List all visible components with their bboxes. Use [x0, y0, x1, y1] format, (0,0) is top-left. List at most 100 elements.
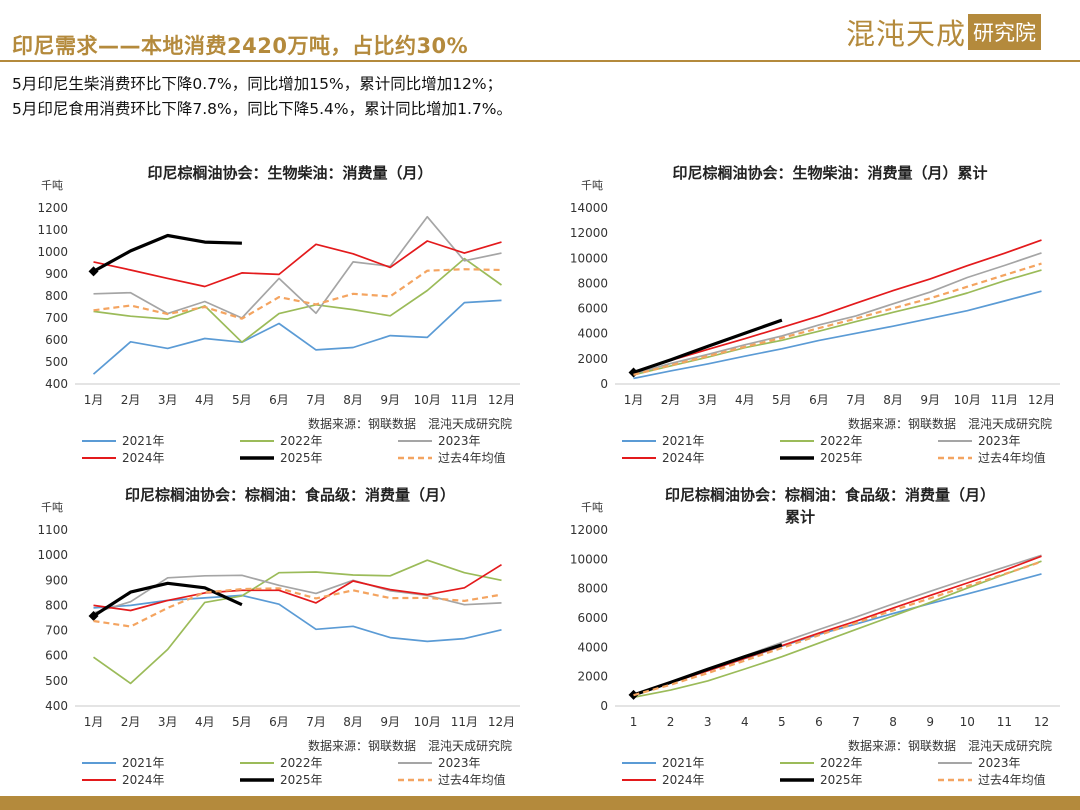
y-tick-label: 1000 — [37, 548, 68, 562]
y-tick-label: 800 — [45, 289, 68, 303]
legend-label: 过去4年均值 — [438, 450, 506, 465]
x-tick-label: 6月 — [269, 393, 289, 407]
x-tick-label: 3月 — [698, 393, 718, 407]
x-tick-label: 6 — [815, 715, 823, 729]
series-line-3 — [93, 240, 502, 288]
x-tick-label: 9月 — [920, 393, 940, 407]
series-start-marker — [88, 266, 99, 277]
legend-label: 2021年 — [122, 756, 165, 770]
x-tick-label: 7月 — [306, 715, 326, 729]
chart-title: 印尼棕榈油协会：生物柴油：消费量（月）累计 — [672, 164, 987, 182]
x-tick-label: 1月 — [624, 393, 644, 407]
x-tick-label: 3月 — [158, 715, 178, 729]
y-tick-label: 600 — [45, 649, 68, 663]
x-tick-label: 5月 — [232, 393, 252, 407]
x-tick-label: 3 — [704, 715, 712, 729]
y-tick-label: 1100 — [37, 523, 68, 537]
legend-label: 2021年 — [662, 434, 705, 448]
y-tick-label: 0 — [600, 377, 608, 391]
x-tick-label: 3月 — [158, 393, 178, 407]
x-tick-label: 1 — [630, 715, 638, 729]
summary-line-biodiesel: 5月印尼生柴消费环比下降0.7%，同比增加15%，累计同比增加12%； — [12, 75, 503, 93]
x-tick-label: 11月 — [991, 393, 1018, 407]
y-tick-label: 12000 — [570, 523, 608, 537]
chart-food-cumulative-svg: 印尼棕榈油协会：棕榈油：食品级：消费量（月） 累计 千吨 0 2000 4000 6000 8… — [570, 486, 1060, 787]
chart-title: 印尼棕榈油协会：生物柴油：消费量（月） — [147, 164, 432, 182]
chart-biodiesel-monthly-svg: 印尼棕榈油协会：生物柴油：消费量（月） 千吨 400 500 600 700 800 900 1… — [37, 164, 520, 465]
legend-label: 2022年 — [280, 756, 323, 770]
x-tick-label: 7月 — [846, 393, 866, 407]
y-tick-label: 8000 — [577, 276, 608, 290]
series-line-2 — [633, 252, 1042, 375]
x-tick-label: 12月 — [488, 715, 515, 729]
chart-biodiesel-monthly: 印尼棕榈油协会：生物柴油：消费量（月） 千吨 400 500 600 700 800 900 1… — [0, 152, 540, 474]
chart-food-monthly: 印尼棕榈油协会：棕榈油：食品级：消费量（月） 千吨 400 500 600 700 800 9… — [0, 474, 540, 796]
brand-logo: 混沌天成 研究院 — [846, 12, 1042, 52]
x-tick-label: 4月 — [195, 393, 215, 407]
legend-label: 2025年 — [820, 773, 863, 787]
x-tick-label: 4 — [741, 715, 749, 729]
x-tick-label: 5月 — [772, 393, 792, 407]
header-divider — [0, 60, 1080, 62]
y-axis-unit: 千吨 — [41, 179, 63, 192]
chart-biodiesel-cumulative: 印尼棕榈油协会：生物柴油：消费量（月）累计 千吨 0 2000 4000 6000 8000… — [540, 152, 1080, 474]
summary-text: 5月印尼生柴消费环比下降0.7%，同比增加15%，累计同比增加12%； 5月印尼… — [12, 72, 512, 122]
x-tick-label: 5 — [778, 715, 786, 729]
series-line-4 — [92, 581, 243, 618]
x-tick-label: 11月 — [451, 393, 478, 407]
chart-food-monthly-svg: 印尼棕榈油协会：棕榈油：食品级：消费量（月） 千吨 400 500 600 700 800 9… — [37, 486, 520, 787]
x-tick-label: 8 — [889, 715, 897, 729]
data-source-note: 数据来源：钢联数据 混沌天成研究院 — [308, 416, 512, 431]
y-tick-label: 10000 — [570, 552, 608, 566]
y-tick-label: 400 — [45, 699, 68, 713]
series-start-marker — [88, 610, 99, 621]
series-line-0 — [93, 594, 502, 643]
x-tick-label: 4月 — [735, 393, 755, 407]
legend-label: 2022年 — [280, 434, 323, 448]
legend-label: 2025年 — [280, 451, 323, 465]
legend-label: 2022年 — [820, 434, 863, 448]
y-tick-label: 2000 — [577, 352, 608, 366]
chart-title: 印尼棕榈油协会：棕榈油：食品级：消费量（月） — [125, 486, 455, 504]
x-tick-label: 1月 — [84, 393, 104, 407]
legend-label: 2024年 — [662, 773, 705, 787]
footer-bar — [0, 796, 1080, 810]
series-line-4 — [632, 643, 783, 697]
y-tick-label: 1200 — [37, 201, 68, 215]
x-tick-label: 10月 — [414, 393, 441, 407]
x-tick-label: 7月 — [306, 393, 326, 407]
series-start-marker — [628, 367, 639, 378]
x-tick-label: 9月 — [380, 715, 400, 729]
y-tick-label: 500 — [45, 355, 68, 369]
y-tick-label: 900 — [45, 267, 68, 281]
series-line-2 — [93, 574, 502, 614]
logo-badge: 研究院 — [968, 14, 1042, 50]
legend-label: 2023年 — [978, 756, 1021, 770]
summary-line-food: 5月印尼食用消费环比下降7.8%，同比下降5.4%，累计同比增加1.7%。 — [12, 100, 512, 118]
y-tick-label: 800 — [45, 598, 68, 612]
legend-label: 2022年 — [820, 756, 863, 770]
x-tick-label: 1月 — [84, 715, 104, 729]
legend-label: 2023年 — [438, 434, 481, 448]
x-tick-label: 2 — [667, 715, 675, 729]
x-tick-label: 12月 — [488, 393, 515, 407]
x-tick-label: 12 — [1034, 715, 1049, 729]
data-source-note: 数据来源：钢联数据 混沌天成研究院 — [848, 738, 1052, 753]
series-line-1 — [93, 559, 502, 685]
series-line-1 — [93, 257, 502, 344]
x-tick-label: 6月 — [269, 715, 289, 729]
x-tick-label: 12月 — [1028, 393, 1055, 407]
y-tick-label: 12000 — [570, 226, 608, 240]
y-tick-label: 6000 — [577, 302, 608, 316]
y-tick-label: 14000 — [570, 201, 608, 215]
chart-food-cumulative: 印尼棕榈油协会：棕榈油：食品级：消费量（月） 累计 千吨 0 2000 4000 6000 8… — [540, 474, 1080, 796]
y-tick-label: 900 — [45, 573, 68, 587]
x-tick-label: 2月 — [121, 393, 141, 407]
x-tick-label: 2月 — [121, 715, 141, 729]
y-tick-label: 8000 — [577, 582, 608, 596]
x-tick-label: 8月 — [343, 715, 363, 729]
series-line-3 — [633, 239, 1042, 373]
x-tick-label: 10月 — [414, 715, 441, 729]
y-tick-label: 700 — [45, 311, 68, 325]
y-axis-unit: 千吨 — [581, 179, 603, 192]
